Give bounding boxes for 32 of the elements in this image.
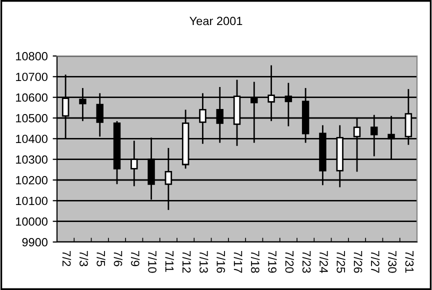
x-tick-label: 7/9: [130, 250, 140, 266]
y-tick-label: 10300: [16, 155, 48, 164]
x-tick-label: 7/19: [268, 250, 277, 273]
chart-title: Year 2001: [190, 16, 242, 26]
x-tick-label: 7/2: [62, 250, 72, 266]
y-tick-label: 10200: [16, 176, 48, 184]
x-tick-label: 7/3: [80, 250, 88, 266]
x-tick-label: 7/17: [234, 250, 243, 273]
y-tick-label: 10800: [16, 52, 48, 60]
x-tick-label: 7/30: [388, 250, 397, 273]
y-tick-label: 10000: [16, 217, 48, 226]
x-tick-label: 7/27: [370, 250, 380, 273]
x-tick-label: 7/24: [320, 250, 328, 273]
x-tick-label: 7/20: [285, 250, 294, 273]
x-tick-label: 7/11: [165, 250, 174, 272]
y-tick-label: 10700: [16, 72, 48, 82]
x-tick-label: 7/13: [200, 250, 208, 273]
x-tick-label: 7/31: [405, 250, 414, 273]
y-tick-label: 10600: [16, 93, 48, 102]
x-tick-label: 7/10: [148, 250, 157, 273]
x-tick-label: 7/12: [182, 250, 192, 273]
y-tick-label: 10500: [16, 114, 48, 122]
y-tick-label: 9900: [22, 238, 48, 246]
x-tick-label: 7/6: [114, 250, 122, 266]
y-tick-label: 10400: [16, 134, 48, 144]
x-tick-label: 7/5: [96, 250, 106, 266]
x-tick-label: 7/18: [250, 250, 260, 273]
y-tick-label: 10100: [16, 196, 48, 206]
x-tick-label: 7/16: [216, 250, 226, 273]
x-tick-label: 7/25: [336, 250, 346, 273]
x-tick-label: 7/26: [354, 250, 363, 273]
x-tick-label: 7/23: [302, 250, 312, 273]
